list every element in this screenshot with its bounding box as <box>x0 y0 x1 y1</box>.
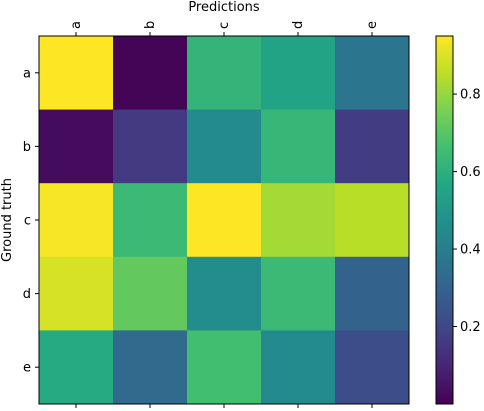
y-tick-label-d: d <box>23 287 31 302</box>
heatmap-cell-a-c <box>187 36 262 111</box>
heatmap-cell-a-a <box>39 36 114 111</box>
y-tick-label-e: e <box>23 361 31 376</box>
x-tick-label-d: d <box>291 21 306 29</box>
heatmap-cell-e-b <box>113 330 188 405</box>
heatmap-cell-b-e <box>335 109 410 184</box>
heatmap-cell-e-e <box>335 330 410 405</box>
heatmap-cell-c-e <box>335 183 410 258</box>
x-tick-label-b: b <box>143 21 158 29</box>
colorbar <box>435 35 454 405</box>
x-tick-label-e: e <box>365 21 380 29</box>
y-tick-label-a: a <box>23 66 31 81</box>
y-axis-label: Ground truth <box>0 178 15 262</box>
x-tick-label-a: a <box>69 21 84 29</box>
x-tick-label-c: c <box>217 22 232 29</box>
x-axis-ticks: a b c d e <box>69 21 380 408</box>
heatmap-cell-c-d <box>261 183 336 258</box>
heatmap-cell-d-e <box>335 256 410 331</box>
colorbar-tick-label: 0.8 <box>460 88 481 103</box>
heatmap-cells <box>39 36 410 405</box>
heatmap-cell-e-c <box>187 330 262 405</box>
heatmap-cell-a-e <box>335 36 410 111</box>
colorbar-tick-label: 0.4 <box>460 243 481 258</box>
colorbar-ticks: 0.2 0.4 0.6 0.8 <box>453 88 481 335</box>
heatmap-cell-d-b <box>113 256 188 331</box>
y-tick-label-c: c <box>24 214 31 229</box>
heatmap-cell-b-a <box>39 109 114 184</box>
heatmap-cell-e-d <box>261 330 336 405</box>
x-axis-label: Predictions <box>188 0 260 15</box>
y-tick-label-b: b <box>23 140 31 155</box>
heatmap-cell-a-d <box>261 36 336 111</box>
y-axis-ticks: a b c d e <box>23 66 39 376</box>
heatmap-cell-d-a <box>39 256 114 331</box>
heatmap-cell-c-c <box>187 183 262 258</box>
heatmap-cell-b-d <box>261 109 336 184</box>
heatmap-cell-b-b <box>113 109 188 184</box>
heatmap-cell-a-b <box>113 36 188 111</box>
colorbar-tick-label: 0.6 <box>460 165 481 180</box>
heatmap-cell-c-a <box>39 183 114 258</box>
heatmap-cell-b-c <box>187 109 262 184</box>
heatmap-cell-d-c <box>187 256 262 331</box>
colorbar-tick-label: 0.2 <box>460 320 481 335</box>
heatmap-cell-d-d <box>261 256 336 331</box>
heatmap-cell-e-a <box>39 330 114 405</box>
heatmap-cell-c-b <box>113 183 188 258</box>
